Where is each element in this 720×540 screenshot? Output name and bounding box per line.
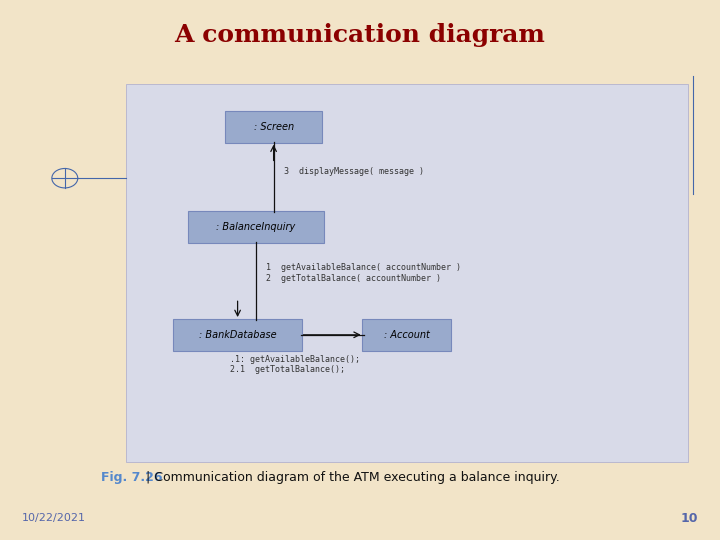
Text: A communication diagram: A communication diagram bbox=[174, 23, 546, 47]
Text: : Account: : Account bbox=[384, 330, 430, 340]
Text: .1: getAvailableBalance();: .1: getAvailableBalance(); bbox=[230, 355, 361, 363]
Text: : Screen: : Screen bbox=[253, 122, 294, 132]
FancyBboxPatch shape bbox=[174, 319, 302, 351]
Text: | Communication diagram of the ATM executing a balance inquiry.: | Communication diagram of the ATM execu… bbox=[142, 471, 559, 484]
Text: Fig. 7.26: Fig. 7.26 bbox=[101, 471, 162, 484]
Text: 1  getAvailableBalance( accountNumber ): 1 getAvailableBalance( accountNumber ) bbox=[266, 263, 462, 272]
FancyBboxPatch shape bbox=[362, 319, 451, 351]
Text: : BankDatabase: : BankDatabase bbox=[199, 330, 276, 340]
Text: 10: 10 bbox=[681, 512, 698, 525]
FancyBboxPatch shape bbox=[225, 111, 322, 143]
Bar bbox=[126, 84, 688, 462]
Text: 10/22/2021: 10/22/2021 bbox=[22, 514, 86, 523]
Text: 3  displayMessage( message ): 3 displayMessage( message ) bbox=[284, 167, 424, 176]
Text: : BalanceInquiry: : BalanceInquiry bbox=[216, 222, 295, 232]
FancyBboxPatch shape bbox=[187, 211, 324, 243]
Text: 2.1  getTotalBalance();: 2.1 getTotalBalance(); bbox=[230, 366, 346, 374]
Text: 2  getTotalBalance( accountNumber ): 2 getTotalBalance( accountNumber ) bbox=[266, 274, 441, 282]
